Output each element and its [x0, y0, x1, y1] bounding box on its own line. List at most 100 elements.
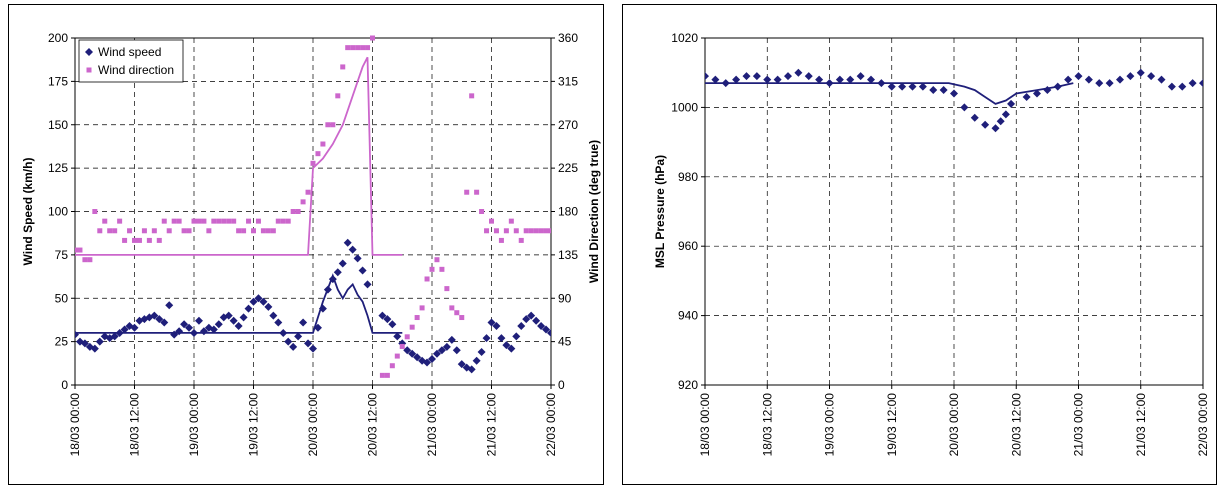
- data-point-diamond: [254, 294, 263, 303]
- data-point-square: [265, 228, 271, 234]
- data-point-diamond: [110, 332, 119, 341]
- data-point-square: [260, 228, 266, 234]
- data-point-square: [479, 209, 485, 214]
- data-point-square: [310, 160, 316, 166]
- data-point-diamond: [1199, 79, 1203, 88]
- data-point-diamond: [284, 337, 293, 346]
- data-point-square: [87, 257, 93, 263]
- data-point-square: [489, 218, 494, 224]
- data-point-square: [77, 247, 83, 253]
- data-point-diamond: [752, 72, 761, 81]
- data-point-square: [127, 228, 133, 234]
- data-point-square: [533, 228, 539, 234]
- data-point-diamond: [234, 322, 243, 331]
- data-point-diamond: [264, 302, 273, 311]
- data-point-diamond: [1064, 75, 1073, 84]
- data-point-square: [484, 228, 490, 234]
- data-point-square: [166, 228, 172, 234]
- data-point-diamond: [492, 322, 501, 331]
- data-point-diamond: [1188, 79, 1197, 88]
- data-point-square: [216, 218, 222, 224]
- data-point-square: [112, 228, 118, 234]
- data-point-square: [340, 64, 346, 70]
- data-point-diamond: [383, 315, 392, 324]
- data-point-square: [161, 218, 167, 224]
- data-point-diamond: [229, 316, 238, 325]
- data-point-square: [92, 209, 98, 214]
- data-point-square: [275, 218, 281, 224]
- legend-label: Wind direction: [98, 63, 174, 77]
- y2-tick-label: 225: [558, 161, 578, 175]
- data-point-diamond: [918, 82, 927, 91]
- data-point-diamond: [996, 117, 1005, 126]
- data-point-square: [231, 218, 237, 224]
- data-point-diamond: [547, 328, 551, 337]
- data-point-diamond: [898, 82, 907, 91]
- data-point-diamond: [705, 72, 709, 81]
- data-point-diamond: [835, 75, 844, 84]
- series-line-1: [705, 82, 1074, 105]
- data-point-diamond: [794, 68, 803, 77]
- legend-marker-square: [86, 67, 92, 73]
- data-point-diamond: [846, 75, 855, 84]
- y-tick-label: 75: [55, 248, 69, 262]
- data-point-square: [330, 122, 336, 128]
- x-tick-label: 18/03 12:00: [128, 393, 142, 457]
- data-point-diamond: [939, 86, 948, 95]
- legend: Wind speed Wind direction: [78, 39, 184, 83]
- data-point-diamond: [1022, 92, 1031, 101]
- data-point-diamond: [1084, 75, 1093, 84]
- data-point-square: [503, 228, 509, 234]
- series-line-3: [75, 56, 403, 256]
- y-tick-label: 940: [678, 309, 698, 323]
- data-point-square: [82, 257, 88, 263]
- data-point-diamond: [773, 75, 782, 84]
- data-point-square: [523, 228, 529, 234]
- data-point-square: [508, 218, 514, 224]
- data-point-diamond: [467, 365, 476, 374]
- data-point-diamond: [180, 320, 189, 329]
- y2-tick-label: 360: [558, 31, 578, 45]
- data-point-square: [384, 372, 390, 378]
- data-point-diamond: [309, 344, 317, 353]
- series-group: [705, 68, 1203, 133]
- data-point-diamond: [165, 301, 174, 310]
- data-point-diamond: [1167, 82, 1176, 91]
- data-point-diamond: [224, 311, 233, 320]
- legend-box: [78, 39, 184, 83]
- data-point-diamond: [1157, 75, 1166, 84]
- x-tick-label: 21/03 00:00: [425, 393, 439, 457]
- data-point-diamond: [289, 342, 298, 351]
- data-point-diamond: [239, 313, 248, 322]
- data-point-diamond: [477, 348, 486, 357]
- x-tick-label: 21/03 12:00: [1134, 393, 1148, 457]
- data-point-diamond: [378, 311, 387, 320]
- data-point-square: [136, 237, 142, 243]
- x-tick-label: 22/03 00:00: [1196, 393, 1210, 457]
- y2-tick-label: 135: [558, 248, 578, 262]
- data-point-diamond: [244, 304, 253, 313]
- data-point-diamond: [960, 103, 969, 112]
- data-point-diamond: [804, 72, 813, 81]
- data-point-diamond: [472, 356, 481, 365]
- data-point-square: [206, 228, 212, 234]
- data-point-diamond: [784, 72, 792, 81]
- data-point-square: [355, 45, 361, 51]
- data-point-square: [191, 218, 197, 224]
- data-point-square: [241, 228, 247, 234]
- x-tick-label: 22/03 00:00: [544, 393, 558, 457]
- data-point-diamond: [428, 354, 436, 363]
- x-tick-label: 18/03 12:00: [760, 393, 774, 457]
- y-tick-label: 960: [678, 239, 698, 253]
- data-point-diamond: [502, 341, 511, 350]
- series-group: [75, 35, 551, 378]
- x-tick-label: 20/03 00:00: [947, 393, 961, 457]
- data-point-square: [474, 189, 480, 195]
- pressure-chart-panel: [622, 4, 1217, 485]
- y-axis-title: Wind Speed (km/h): [21, 158, 35, 266]
- data-point-diamond: [363, 280, 372, 289]
- x-tick-label: 18/03 00:00: [698, 393, 712, 457]
- data-point-diamond: [358, 266, 367, 275]
- data-point-square: [429, 266, 435, 272]
